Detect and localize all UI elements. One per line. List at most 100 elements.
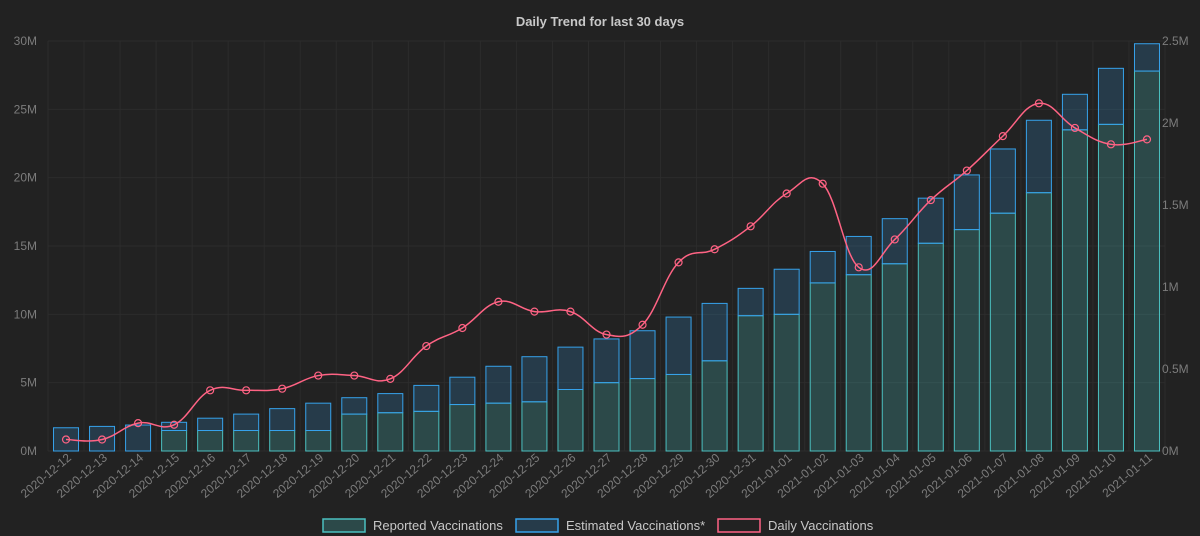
- y-right-tick-label: 2M: [1162, 116, 1179, 130]
- bar-reported: [413, 410, 440, 452]
- daily-vaccinations-point: [566, 307, 575, 316]
- bar-estimated: [917, 197, 944, 244]
- y-left-tick-label: 5M: [20, 376, 37, 390]
- daily-vaccinations-point: [97, 435, 107, 444]
- y-left-tick-label: 10M: [14, 307, 37, 321]
- bar-reported: [593, 382, 620, 452]
- bar-estimated: [269, 408, 296, 431]
- bar-estimated: [89, 425, 116, 452]
- y-right-tick-label: 1M: [1162, 280, 1179, 294]
- y-left-tick-label: 25M: [14, 102, 37, 116]
- bar-reported: [521, 401, 548, 452]
- y-right-tick-label: 1.5M: [1162, 198, 1189, 212]
- daily-vaccinations-point: [458, 323, 467, 333]
- daily-vaccinations-point: [890, 235, 899, 244]
- bar-reported: [1061, 129, 1088, 452]
- y-axis-right: 0M 0.5M 1M 1.5M 2M 2.5M: [1162, 34, 1189, 458]
- bar-reported: [377, 412, 404, 452]
- bar-estimated: [521, 356, 548, 403]
- bar-reported: [557, 389, 584, 452]
- bar-estimated: [809, 250, 836, 284]
- bar-reported: [449, 404, 476, 452]
- bar-estimated: [305, 402, 332, 431]
- bar-estimated: [1025, 119, 1052, 194]
- legend-swatch: [322, 518, 366, 533]
- bar-reported: [989, 212, 1016, 452]
- line-series: [61, 99, 1152, 444]
- y-axis-left: 0M 5M 10M 15M 20M 25M 30M: [14, 34, 37, 458]
- bar-estimated: [881, 218, 908, 265]
- daily-vaccinations-point: [61, 435, 71, 444]
- daily-vaccinations-point: [1070, 123, 1080, 133]
- legend-label: Daily Vaccinations: [768, 518, 874, 533]
- daily-vaccinations-point: [638, 320, 647, 329]
- y-left-tick-label: 15M: [14, 239, 37, 253]
- bar-reported: [665, 373, 692, 452]
- bar-estimated: [377, 393, 404, 414]
- y-right-tick-label: 0.5M: [1162, 362, 1189, 376]
- bar-reported: [233, 430, 260, 452]
- bar-estimated: [485, 365, 512, 404]
- daily-vaccinations-point: [278, 384, 287, 393]
- daily-vaccinations-point: [674, 258, 683, 267]
- bar-estimated: [701, 302, 728, 362]
- bar-estimated: [233, 413, 260, 432]
- bar-reported: [1133, 70, 1160, 452]
- daily-vaccinations-point: [494, 297, 503, 306]
- legend-swatch: [515, 518, 559, 533]
- y-right-tick-label: 2.5M: [1162, 34, 1189, 48]
- daily-vaccinations-point: [962, 166, 971, 175]
- daily-vaccinations-point: [710, 245, 719, 254]
- bar-estimated: [449, 376, 476, 406]
- daily-vaccinations-point: [998, 132, 1007, 141]
- bar-estimated: [1097, 67, 1124, 125]
- bar-estimated: [593, 338, 620, 384]
- bar-reported: [161, 430, 188, 452]
- bar-reported: [737, 315, 764, 452]
- bar-reported: [881, 263, 908, 452]
- bar-reported: [485, 402, 512, 452]
- bar-reported: [917, 242, 944, 452]
- daily-vaccinations-line: [66, 102, 1148, 442]
- daily-vaccinations-point: [133, 419, 143, 428]
- bar-estimated: [773, 268, 800, 315]
- bar-estimated: [341, 397, 368, 415]
- daily-vaccinations-point: [602, 330, 611, 339]
- chart-title: Daily Trend for last 30 days: [516, 14, 684, 29]
- daily-vaccinations-point: [746, 222, 755, 231]
- daily-vaccinations-point: [818, 179, 827, 188]
- y-left-tick-label: 0M: [20, 444, 37, 458]
- daily-vaccinations-point: [530, 307, 539, 316]
- bar-estimated: [737, 287, 764, 317]
- daily-vaccinations-point: [386, 374, 395, 383]
- daily-vaccinations-point: [1106, 140, 1116, 149]
- bar-estimated: [125, 424, 152, 452]
- bar-estimated: [197, 417, 224, 432]
- grid-lines: [47, 40, 1166, 452]
- daily-vaccinations-point: [1142, 135, 1152, 144]
- legend-label: Reported Vaccinations: [373, 518, 503, 533]
- bar-series: [53, 43, 1160, 452]
- bar-reported: [305, 430, 332, 452]
- bar-estimated: [557, 346, 584, 390]
- bar-reported: [1097, 123, 1124, 452]
- daily-vaccinations-point: [170, 420, 179, 429]
- legend-swatch: [717, 518, 761, 533]
- bar-reported: [845, 274, 872, 452]
- daily-vaccinations-point: [350, 371, 359, 380]
- legend[interactable]: Reported Vaccinations Estimated Vaccinati…: [322, 518, 874, 533]
- bar-reported: [809, 282, 836, 452]
- bar-reported: [197, 430, 224, 452]
- y-right-tick-label: 0M: [1162, 444, 1179, 458]
- bar-estimated: [1133, 43, 1160, 72]
- y-left-tick-label: 30M: [14, 34, 37, 48]
- bar-estimated: [665, 316, 692, 375]
- daily-vaccinations-point: [422, 341, 431, 351]
- daily-vaccinations-point: [854, 263, 863, 272]
- daily-vaccinations-point: [926, 195, 935, 205]
- daily-vaccinations-point: [1034, 99, 1043, 108]
- bar-reported: [269, 430, 296, 452]
- bar-estimated: [989, 148, 1016, 214]
- legend-label: Estimated Vaccinations*: [566, 518, 705, 533]
